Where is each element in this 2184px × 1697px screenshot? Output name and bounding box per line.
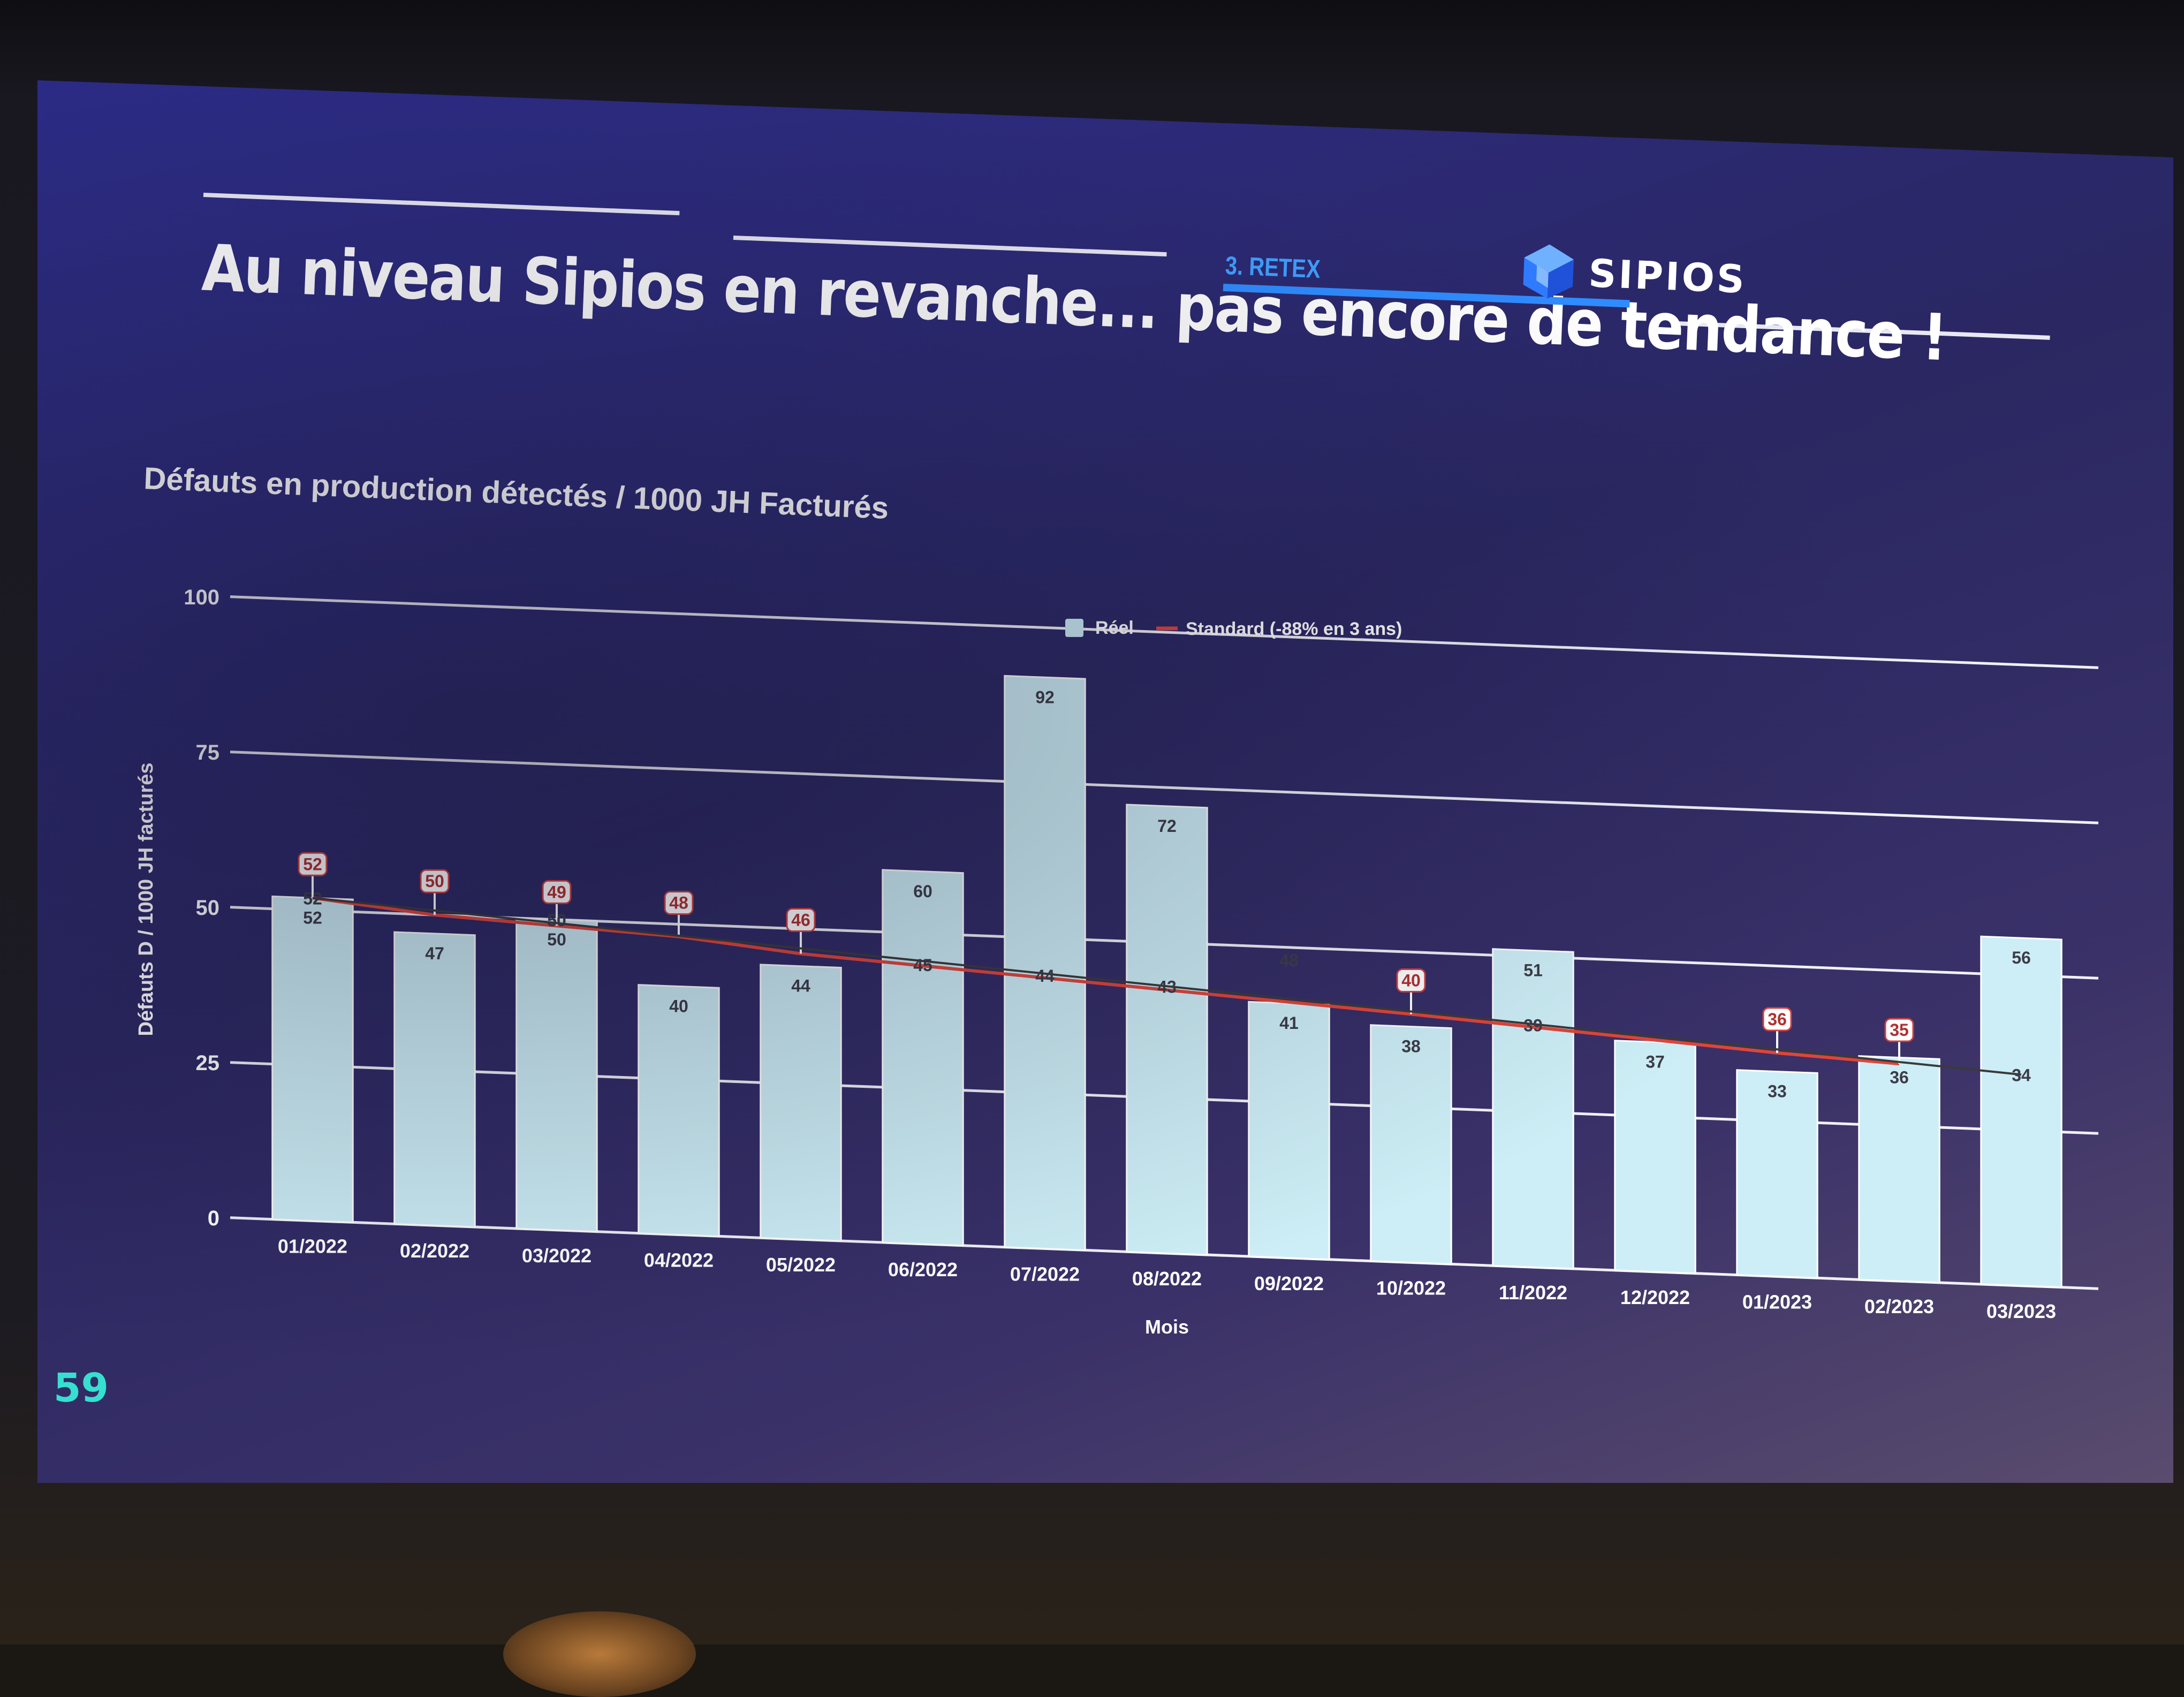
bar-value-label: 33 [1768, 1082, 1787, 1101]
y-tick-label: 100 [184, 586, 219, 609]
standard-line [312, 896, 1900, 1066]
bar-03-2023 [1980, 935, 2062, 1289]
trend-value-label: 44 [1035, 966, 1055, 986]
x-tick-label: 03/2023 [1986, 1300, 2056, 1322]
trend-value-label: 48 [1279, 951, 1299, 970]
standard-value-label: 36 [1768, 1010, 1787, 1029]
brand: SIPIOS [1518, 241, 1748, 309]
trend-value-label: 50 [547, 911, 566, 930]
chart-root: 0 25 50 75 100 Défauts D / 1000 JH facturés 52… [135, 586, 2099, 1338]
bar-07-2022 [1004, 675, 1086, 1251]
bar-12-2022 [1614, 1040, 1696, 1275]
legend-real-swatch [1065, 618, 1083, 637]
x-tick-label: 10/2022 [1376, 1277, 1446, 1299]
bar-02-2023 [1858, 1055, 1940, 1284]
gridline-75 [230, 751, 2099, 824]
sipios-cube-icon [1523, 244, 1574, 299]
x-tick-label: 12/2022 [1620, 1286, 1690, 1308]
x-tick-label: 11/2022 [1499, 1282, 1567, 1304]
bars-group: 52 01/2022 47 02/2022 50 03/2022 40 04/2022 44 05… [271, 675, 2062, 1322]
x-tick-label: 02/2022 [400, 1240, 469, 1262]
y-tick-label: 25 [196, 1051, 220, 1075]
trend-value-label: 39 [1523, 1016, 1543, 1035]
x-tick-label: 04/2022 [644, 1249, 714, 1271]
trend-value-label: 52 [303, 889, 322, 908]
legend-standard-label: Standard (-88% en 3 ans) [1186, 619, 1402, 639]
standard-value-label: 50 [425, 872, 444, 891]
bar-value-label: 44 [791, 976, 810, 996]
bar-value-label: 38 [1401, 1037, 1421, 1056]
standard-marker-box [542, 880, 572, 904]
presentation-slide: Au niveau Sipios en revanche... pas enco… [37, 80, 2173, 1483]
trend-line [312, 897, 2022, 1076]
x-tick-label: 07/2022 [1010, 1263, 1080, 1285]
bar-value-label: 36 [1890, 1068, 1909, 1087]
bar-value-label: 56 [2012, 948, 2031, 967]
y-tick-label: 50 [196, 896, 220, 920]
bar-value-label: 50 [547, 930, 566, 949]
standard-marker-box [420, 869, 450, 893]
trend-value-label: 45 [913, 956, 932, 975]
bar-value-label: 60 [913, 882, 932, 901]
bar-value-label: 51 [1523, 961, 1543, 980]
bar-01-2022 [271, 895, 354, 1223]
bar-01-2023 [1736, 1069, 1818, 1279]
standard-marker-box [1396, 968, 1426, 993]
x-tick-label: 01/2022 [278, 1235, 347, 1257]
bar-05-2022 [760, 964, 842, 1242]
x-tick-label: 05/2022 [766, 1254, 836, 1276]
bar-06-2022 [882, 869, 964, 1247]
bar-value-label: 37 [1645, 1052, 1665, 1072]
defects-bar-chart: 0 25 50 75 100 Défauts D / 1000 JH facturés 52… [135, 586, 2099, 1338]
bar-value-label: 72 [1157, 816, 1177, 836]
trend-value-label: 43 [1157, 977, 1177, 996]
standard-marker-box [1884, 1018, 1914, 1042]
bar-value-label: 41 [1279, 1013, 1299, 1033]
standard-value-label: 48 [669, 893, 688, 913]
bar-08-2022 [1126, 804, 1208, 1256]
bar-value-label: 52 [303, 908, 322, 927]
y-tick-label: 75 [196, 741, 220, 764]
standard-marker-box [786, 908, 816, 933]
y-tick-label: 0 [208, 1207, 219, 1230]
standard-marker-box [664, 891, 694, 915]
standard-value-label: 40 [1401, 971, 1421, 990]
x-axis-label: Mois [1145, 1316, 1189, 1338]
bar-03-2022 [515, 917, 598, 1233]
x-tick-label: 06/2022 [888, 1259, 958, 1281]
x-tick-label: 08/2022 [1132, 1268, 1202, 1290]
bar-10-2022 [1370, 1024, 1452, 1265]
x-tick-label: 01/2023 [1742, 1291, 1812, 1313]
x-tick-label: 02/2023 [1864, 1296, 1934, 1317]
standard-value-label: 49 [547, 882, 566, 901]
standard-value-label: 46 [791, 911, 810, 930]
bar-value-label: 40 [669, 996, 688, 1016]
bar-value-label: 47 [425, 944, 444, 963]
y-axis-label: Défauts D / 1000 JH facturés [135, 762, 157, 1036]
x-tick-label: 03/2022 [522, 1245, 592, 1267]
bar-value-label: 92 [1035, 687, 1055, 707]
page-number: 59 [54, 1365, 109, 1411]
standard-value-label: 35 [1890, 1020, 1909, 1040]
trend-value-label: 34 [2012, 1065, 2031, 1085]
gridline-100 [230, 595, 2099, 669]
bar-11-2022 [1492, 948, 1574, 1270]
legend-real-label: Réel [1095, 618, 1134, 638]
bar-04-2022 [638, 984, 720, 1237]
standard-value-label: 52 [303, 854, 322, 874]
x-tick-label: 09/2022 [1254, 1272, 1324, 1294]
standard-marker-box [1762, 1007, 1792, 1032]
standard-marker-box [298, 852, 328, 876]
audience-head [503, 1611, 696, 1697]
bar-02-2022 [393, 931, 476, 1228]
bar-09-2022 [1248, 1001, 1330, 1261]
